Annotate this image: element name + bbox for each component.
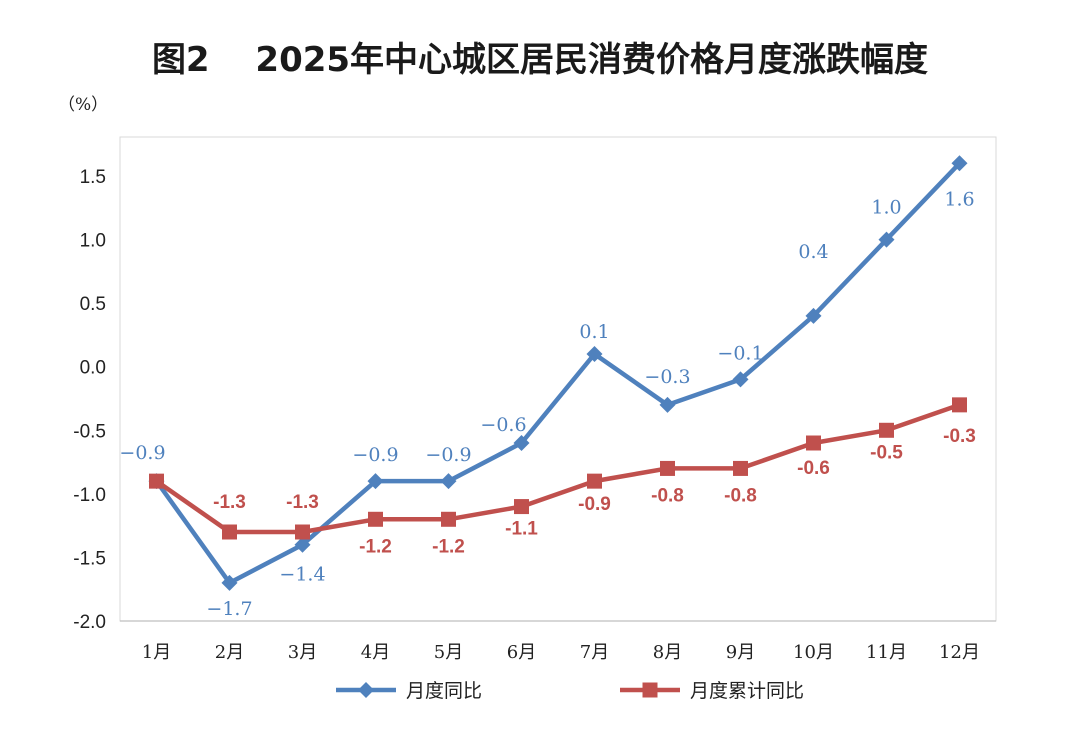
- legend-label-1: 月度同比: [406, 680, 482, 702]
- legend-marker-square: [642, 682, 658, 698]
- data-point-monthly: [732, 371, 749, 388]
- data-label-cumulative: -1.3: [286, 492, 319, 513]
- y-tick-label: -0.5: [73, 421, 106, 442]
- data-point-monthly: [951, 155, 968, 172]
- data-point-cumulative: [149, 473, 164, 489]
- x-tick-label: 4月: [361, 642, 390, 663]
- y-tick-label: 1.5: [80, 167, 106, 188]
- data-point-cumulative: [587, 473, 602, 489]
- x-tick-label: 2月: [215, 642, 244, 663]
- data-point-cumulative: [295, 524, 310, 540]
- x-tick-label: 10月: [793, 642, 834, 663]
- data-point-monthly: [878, 231, 895, 248]
- data-label-monthly: −0.3: [644, 366, 690, 388]
- data-label-monthly: 1.0: [871, 197, 901, 219]
- data-label-cumulative: -1.2: [359, 536, 392, 557]
- data-label-cumulative: -0.5: [870, 442, 903, 463]
- x-tick-label: 11月: [866, 642, 907, 663]
- data-label-monthly: 0.1: [579, 321, 609, 343]
- x-tick-label: 3月: [288, 642, 317, 663]
- data-label-cumulative: -0.8: [651, 485, 684, 506]
- data-point-monthly: [586, 346, 603, 362]
- data-label-cumulative: -0.3: [943, 426, 976, 447]
- data-point-cumulative: [660, 460, 675, 476]
- y-tick-label: -1.0: [73, 485, 106, 506]
- data-label-monthly: 1.6: [944, 188, 974, 210]
- data-label-monthly: −0.9: [119, 442, 165, 464]
- data-label-monthly: 0.4: [798, 241, 828, 263]
- data-point-monthly: [367, 473, 384, 490]
- y-unit-label: （%）: [58, 95, 109, 115]
- y-tick-label: 0.0: [80, 358, 106, 379]
- data-label-monthly: −0.6: [480, 414, 526, 436]
- plot-area: [119, 136, 997, 622]
- data-point-monthly: [659, 396, 676, 413]
- data-label-cumulative: -0.6: [797, 458, 830, 479]
- data-label-monthly: −1.4: [279, 564, 325, 586]
- x-tick-label: 7月: [580, 642, 609, 663]
- legend-label-2: 月度累计同比: [690, 680, 804, 702]
- y-tick-label: -2.0: [73, 612, 106, 633]
- data-point-cumulative: [514, 499, 529, 515]
- data-point-monthly: [294, 536, 311, 553]
- series-line-2: [155, 402, 961, 535]
- data-point-cumulative: [368, 511, 383, 527]
- data-label-cumulative: -1.1: [505, 519, 538, 540]
- data-point-cumulative: [733, 460, 748, 476]
- legend-marker-diamond: [358, 682, 374, 698]
- y-tick-label: -1.5: [73, 548, 106, 569]
- data-label-monthly: −0.9: [352, 444, 398, 466]
- x-tick-label: 1月: [142, 642, 171, 663]
- y-tick-label: 1.0: [80, 231, 106, 252]
- data-point-cumulative: [806, 435, 821, 451]
- data-label-monthly: −0.1: [717, 342, 763, 364]
- x-tick-label: 12月: [939, 642, 980, 663]
- data-point-monthly: [440, 473, 457, 490]
- chart-title: 图2 2025年中心城区居民消费价格月度涨跌幅度: [151, 40, 929, 80]
- data-label-cumulative: -1.2: [432, 536, 465, 557]
- data-point-cumulative: [952, 397, 967, 413]
- data-label-cumulative: -0.8: [724, 485, 757, 506]
- data-label-monthly: −1.7: [206, 598, 252, 620]
- y-tick-label: 0.5: [80, 294, 106, 315]
- x-tick-label: 6月: [507, 642, 536, 663]
- x-tick-label: 5月: [434, 642, 463, 663]
- data-point-monthly: [513, 435, 530, 451]
- data-label-monthly: −0.9: [425, 444, 471, 466]
- series-line-1: [154, 161, 962, 586]
- data-point-cumulative: [222, 524, 237, 540]
- data-point-monthly: [805, 307, 822, 324]
- data-label-cumulative: -1.3: [213, 492, 246, 513]
- x-tick-label: 8月: [653, 642, 682, 663]
- data-point-cumulative: [879, 422, 894, 438]
- data-point-cumulative: [441, 511, 456, 527]
- data-point-monthly: [221, 574, 238, 591]
- data-label-cumulative: -0.9: [578, 494, 611, 515]
- x-tick-label: 9月: [726, 642, 755, 663]
